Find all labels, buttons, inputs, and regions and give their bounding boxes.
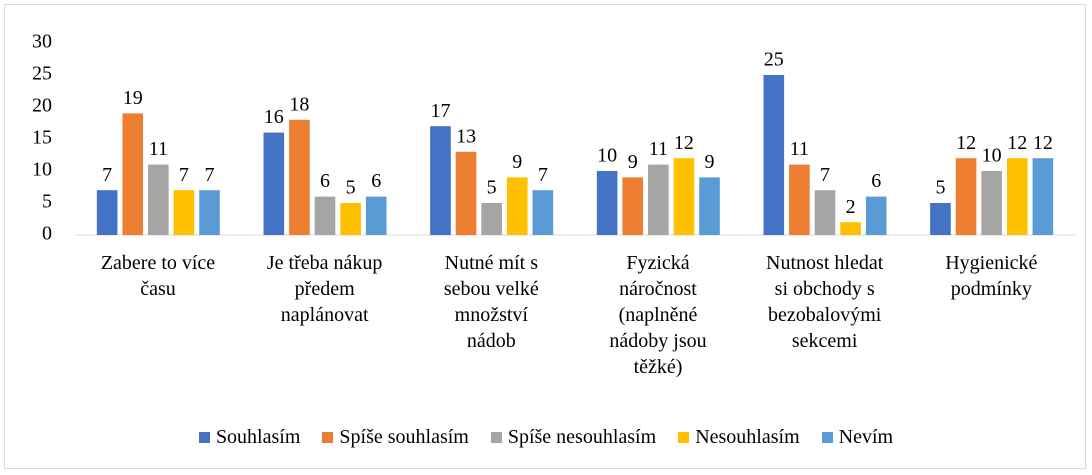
bar: [981, 171, 1002, 235]
legend-swatch: [198, 432, 210, 443]
data-label: 7: [179, 164, 189, 186]
bar: [673, 158, 695, 235]
data-label: 7: [538, 164, 548, 186]
y-tick-label: 5: [42, 191, 52, 213]
bar: [365, 196, 387, 235]
legend-item: Spíše nesouhlasím: [490, 426, 657, 449]
data-label: 10: [982, 145, 1002, 167]
bar: [763, 75, 785, 235]
legend-item: Souhlasím: [198, 426, 301, 449]
bar: [930, 203, 951, 235]
bar: [96, 190, 118, 235]
data-label: 6: [371, 170, 381, 192]
data-label: 7: [820, 164, 830, 186]
bar: [122, 113, 144, 235]
data-label: 5: [935, 177, 945, 199]
bar: [648, 164, 669, 235]
bar: [199, 190, 220, 235]
bar: [506, 177, 528, 235]
data-label: 6: [320, 170, 330, 192]
x-tick-label: Nutnost hledat si obchody s bezobalovými…: [766, 252, 884, 352]
legend-item: Nevím: [821, 426, 894, 449]
legend: Souhlasím Spíše souhlasím Spíše nesouhlasí…: [0, 426, 1092, 449]
data-label: 6: [871, 170, 881, 192]
data-label: 9: [512, 151, 522, 173]
data-label: 12: [1007, 132, 1027, 154]
legend-item: Spíše souhlasím: [322, 426, 469, 449]
bar: [596, 171, 618, 235]
bar: [622, 177, 644, 235]
x-tick-label: Nutné mít s sebou velké množství nádob: [443, 252, 539, 352]
x-tick-label: Je třeba nákup předem naplánovat: [266, 252, 383, 326]
data-label: 2: [846, 196, 856, 218]
bar: [148, 164, 169, 235]
bar: [314, 196, 336, 235]
legend-swatch: [490, 432, 502, 443]
legend-label: Nesouhlasím: [695, 426, 800, 448]
bar: [173, 190, 195, 235]
data-label: 5: [487, 177, 497, 199]
legend-swatch: [678, 432, 690, 443]
data-label: 16: [264, 106, 284, 128]
bar: [455, 151, 477, 235]
data-label: 9: [705, 151, 715, 173]
data-label: 12: [674, 132, 694, 154]
y-tick-label: 10: [32, 159, 52, 181]
bar: [289, 119, 310, 235]
bar: [430, 126, 451, 235]
data-label: 12: [1033, 132, 1053, 154]
bar: [1032, 158, 1054, 235]
chart-frame: [4, 4, 1086, 469]
legend-label: Souhlasím: [215, 426, 301, 448]
data-label: 10: [597, 145, 617, 167]
bar: [840, 222, 861, 235]
data-label: 11: [149, 138, 168, 160]
bar: [699, 177, 720, 235]
bar: [865, 196, 887, 235]
data-label: 5: [346, 177, 356, 199]
bar: [955, 158, 977, 235]
bar: [789, 164, 810, 235]
legend-swatch: [322, 432, 334, 443]
bar: [814, 190, 836, 235]
legend-label: Spíše nesouhlasím: [507, 426, 657, 448]
x-tick-label: Zabere to více času: [100, 252, 216, 300]
legend-label: Nevím: [838, 426, 894, 448]
data-label: 13: [456, 125, 476, 147]
bar: [340, 203, 361, 235]
data-label: 11: [790, 138, 809, 160]
data-label: 7: [102, 164, 112, 186]
data-label: 9: [628, 151, 638, 173]
y-tick-label: 25: [32, 63, 52, 85]
bar: [263, 132, 285, 235]
data-label: 7: [205, 164, 215, 186]
data-label: 11: [649, 138, 668, 160]
y-tick-label: 30: [32, 31, 52, 53]
data-label: 18: [289, 93, 309, 115]
y-tick-label: 15: [32, 127, 52, 149]
x-tick-label: Fyzická náročnost (naplněné nádoby jsou …: [609, 252, 707, 378]
legend-swatch: [821, 432, 833, 443]
bar: [481, 203, 502, 235]
legend-item: Nesouhlasím: [678, 426, 800, 449]
bar: [1006, 158, 1028, 235]
legend-label: Spíše souhlasím: [339, 426, 469, 448]
data-label: 17: [430, 100, 450, 122]
x-tick-label: Hygienické podmínky: [945, 252, 1038, 300]
y-tick-label: 20: [32, 95, 52, 117]
bar: [532, 190, 554, 235]
data-label: 19: [123, 87, 143, 109]
data-label: 12: [956, 132, 976, 154]
data-label: 25: [764, 49, 784, 71]
y-tick-label: 0: [42, 223, 52, 245]
